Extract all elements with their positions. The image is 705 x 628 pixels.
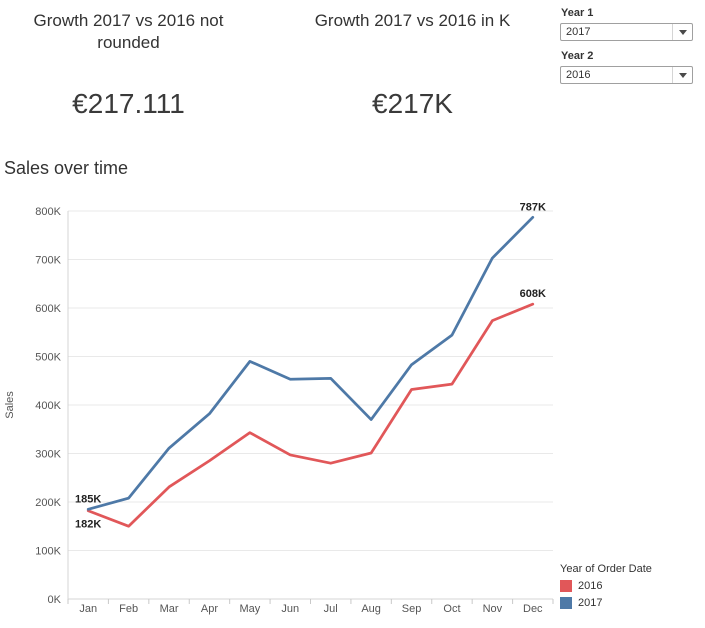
filter-label-year1: Year 1	[561, 7, 594, 19]
kpi-growth-not-rounded: Growth 2017 vs 2016 not rounded €217.111	[6, 10, 251, 140]
month-label: Aug	[361, 603, 381, 615]
data-label: 787K	[520, 201, 546, 213]
y-tick-label: 300K	[35, 449, 61, 461]
y-tick-label: 0K	[48, 594, 62, 606]
month-label: Sep	[402, 603, 422, 615]
y-axis-label: Sales	[4, 391, 16, 419]
year1-dropdown-value: 2017	[566, 26, 591, 38]
y-tick-label: 400K	[35, 400, 61, 412]
year1-dropdown[interactable]: 2017	[560, 23, 693, 41]
month-label: Mar	[160, 603, 179, 615]
month-label: Apr	[201, 603, 218, 615]
kpi-growth-in-k: Growth 2017 vs 2016 in K €217K	[295, 10, 530, 140]
chart-title: Sales over time	[4, 158, 129, 178]
data-label: 608K	[520, 288, 546, 300]
series-line-2016[interactable]	[86, 302, 535, 528]
filter-panel: Year 1 2017 Year 2 2016	[560, 5, 694, 93]
kpi-value: €217.111	[72, 88, 185, 119]
y-tick-label: 700K	[35, 255, 61, 267]
y-tick-label: 100K	[35, 546, 61, 558]
legend-item-2016[interactable]: 2016	[560, 580, 652, 592]
kpi-title: Growth 2017 vs 2016 not rounded	[33, 11, 224, 52]
month-label: Jun	[281, 603, 299, 615]
month-label: Nov	[483, 603, 503, 615]
filter-label-year2: Year 2	[561, 50, 594, 62]
year2-dropdown[interactable]: 2016	[560, 66, 693, 84]
legend-swatch-red	[560, 580, 572, 592]
series-line-2017[interactable]	[86, 215, 535, 511]
y-tick-label: 500K	[35, 352, 61, 364]
legend-swatch-blue	[560, 597, 572, 609]
chart-legend: Year of Order Date 2016 2017	[560, 563, 652, 614]
month-label: Jul	[324, 603, 338, 615]
year2-dropdown-value: 2016	[566, 69, 591, 81]
month-label: May	[239, 603, 260, 615]
kpi-value: €217K	[372, 88, 453, 119]
y-tick-label: 800K	[35, 206, 61, 218]
legend-title: Year of Order Date	[560, 563, 652, 575]
legend-label: 2017	[578, 597, 603, 609]
sales-line-chart[interactable]: 0K 100K 200K 300K 400K 500K 600K 700K 800K Jan Feb…	[0, 190, 705, 628]
data-label: 182K	[75, 519, 101, 531]
month-label: Dec	[523, 603, 543, 615]
kpi-title: Growth 2017 vs 2016 in K	[314, 11, 511, 30]
y-tick-label: 600K	[35, 303, 61, 315]
legend-label: 2016	[578, 580, 603, 592]
chevron-down-icon[interactable]	[672, 24, 692, 40]
y-tick-label: 200K	[35, 497, 61, 509]
data-label: 185K	[75, 493, 101, 505]
chevron-down-icon[interactable]	[672, 67, 692, 83]
month-label: Oct	[443, 603, 460, 615]
month-label: Feb	[119, 603, 138, 615]
legend-item-2017[interactable]: 2017	[560, 597, 652, 609]
month-label: Jan	[79, 603, 97, 615]
